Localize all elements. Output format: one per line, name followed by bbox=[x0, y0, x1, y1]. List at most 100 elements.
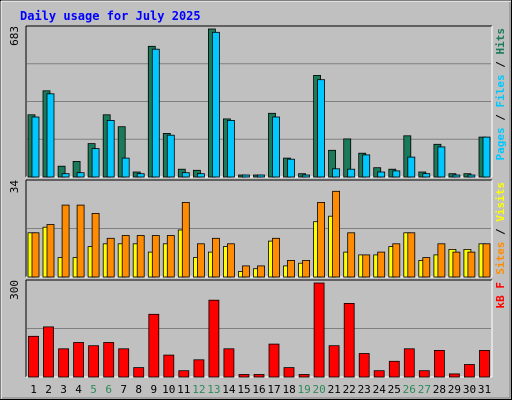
bar-files bbox=[482, 136, 491, 178]
bar-kb-f bbox=[448, 373, 460, 378]
legend-label: Sites / Visits bbox=[494, 182, 507, 275]
y-axis-max-label: 34 bbox=[8, 180, 21, 194]
bar-kb-f bbox=[313, 282, 325, 378]
bar-files bbox=[302, 174, 311, 178]
x-tick-label: 20 bbox=[312, 383, 325, 396]
bar-files bbox=[196, 173, 205, 178]
bar-kb-f bbox=[163, 354, 175, 378]
y-axis-max-label: 300 bbox=[8, 280, 21, 300]
bar-sites bbox=[332, 190, 341, 278]
bar-files bbox=[332, 168, 341, 178]
bar-files bbox=[226, 120, 235, 178]
bar-kb-f bbox=[133, 367, 145, 378]
bar-sites bbox=[257, 265, 265, 278]
x-tick-label: 5 bbox=[90, 383, 97, 396]
bar-sites bbox=[196, 243, 205, 278]
panel-2: 34 Sites / Visits bbox=[8, 179, 507, 278]
bar-kb-f bbox=[118, 348, 130, 378]
bar-kb-f bbox=[223, 348, 235, 378]
x-tick-label: 19 bbox=[297, 383, 310, 396]
panel-3: 300 kB F bbox=[8, 279, 507, 378]
bar-sites bbox=[226, 243, 235, 278]
bar-files bbox=[106, 120, 115, 178]
bar-files bbox=[392, 170, 401, 178]
x-tick-label: 27 bbox=[418, 383, 431, 396]
panel-1: 683 Pages / Files / Hits bbox=[8, 25, 507, 178]
bar-kb-f bbox=[418, 370, 430, 378]
x-axis-tick-labels: 1 2 3 4 5 6 7 8 9 10 11 12 13 14 15 16 17 18 19 20 21 22 23 24 2… bbox=[30, 383, 491, 396]
bar-sites bbox=[317, 201, 326, 278]
bar-kb-f bbox=[358, 353, 370, 378]
legend-label: kB F bbox=[494, 282, 507, 309]
legend-label: Pages / Files / Hits bbox=[494, 28, 507, 161]
bar-files bbox=[272, 116, 280, 178]
x-tick-label: 31 bbox=[478, 383, 491, 396]
x-tick-label: 15 bbox=[237, 383, 250, 396]
bar-kb-f bbox=[479, 349, 490, 378]
legend-entry: / bbox=[494, 61, 507, 75]
bar-files bbox=[287, 158, 295, 178]
x-tick-label: 8 bbox=[135, 383, 142, 396]
bar-files bbox=[377, 171, 386, 178]
bar-files bbox=[437, 146, 446, 178]
bar-sites bbox=[31, 232, 40, 278]
bar-sites bbox=[166, 235, 175, 278]
bar-files bbox=[317, 79, 326, 178]
bar-files bbox=[136, 173, 145, 178]
bar-hits bbox=[117, 126, 126, 178]
x-tick-label: 13 bbox=[207, 383, 220, 396]
legend-entry: Visits bbox=[494, 182, 507, 228]
chart-title: Daily usage for July 2025 bbox=[20, 9, 201, 23]
bar-hits bbox=[328, 149, 337, 178]
bar-sites bbox=[91, 212, 100, 278]
bar-files bbox=[61, 173, 70, 178]
bar-kb-f bbox=[43, 326, 54, 378]
x-tick-label: 21 bbox=[328, 383, 341, 396]
bar-files bbox=[76, 172, 85, 178]
bar-kb-f bbox=[463, 364, 475, 378]
bar-kb-f bbox=[88, 345, 99, 378]
legend-entry: Pages bbox=[494, 127, 507, 160]
bar-sites bbox=[121, 235, 130, 278]
bar-kb-f bbox=[208, 299, 220, 378]
x-tick-label: 29 bbox=[448, 383, 461, 396]
x-tick-label: 11 bbox=[177, 383, 190, 396]
bar-sites bbox=[422, 257, 431, 278]
bar-sites bbox=[482, 243, 491, 278]
bar-sites bbox=[377, 251, 386, 278]
x-tick-label: 18 bbox=[282, 383, 295, 396]
legend-entry: Sites bbox=[494, 242, 507, 275]
bar-sites bbox=[272, 237, 280, 278]
bar-sites bbox=[46, 224, 55, 278]
x-tick-label: 1 bbox=[30, 383, 37, 396]
bar-hits bbox=[343, 138, 352, 178]
bar-sites bbox=[61, 204, 70, 278]
bar-files bbox=[242, 174, 250, 178]
bar-files bbox=[121, 157, 130, 178]
x-tick-label: 30 bbox=[463, 383, 476, 396]
bar-kb-f bbox=[28, 335, 39, 378]
bar-sites bbox=[151, 235, 160, 278]
x-tick-label: 16 bbox=[252, 383, 265, 396]
x-tick-label: 2 bbox=[45, 383, 52, 396]
bar-hits bbox=[72, 160, 81, 178]
bar-files bbox=[181, 172, 190, 178]
bar-sites bbox=[437, 243, 446, 278]
x-tick-label: 23 bbox=[358, 383, 371, 396]
bar-files bbox=[151, 48, 160, 178]
bar-sites bbox=[106, 237, 115, 278]
legend-entry: Files bbox=[494, 74, 507, 114]
bar-sites bbox=[407, 232, 416, 278]
bar-sites bbox=[467, 251, 476, 278]
legend-entry: / bbox=[494, 114, 507, 128]
bar-files bbox=[347, 168, 356, 178]
bar-kb-f bbox=[433, 349, 445, 378]
bar-kb-f bbox=[373, 370, 385, 378]
bar-kb-f bbox=[103, 342, 115, 378]
bar-hits bbox=[403, 135, 412, 178]
bar-kb-f bbox=[148, 313, 160, 378]
bar-kb-f bbox=[298, 374, 310, 378]
